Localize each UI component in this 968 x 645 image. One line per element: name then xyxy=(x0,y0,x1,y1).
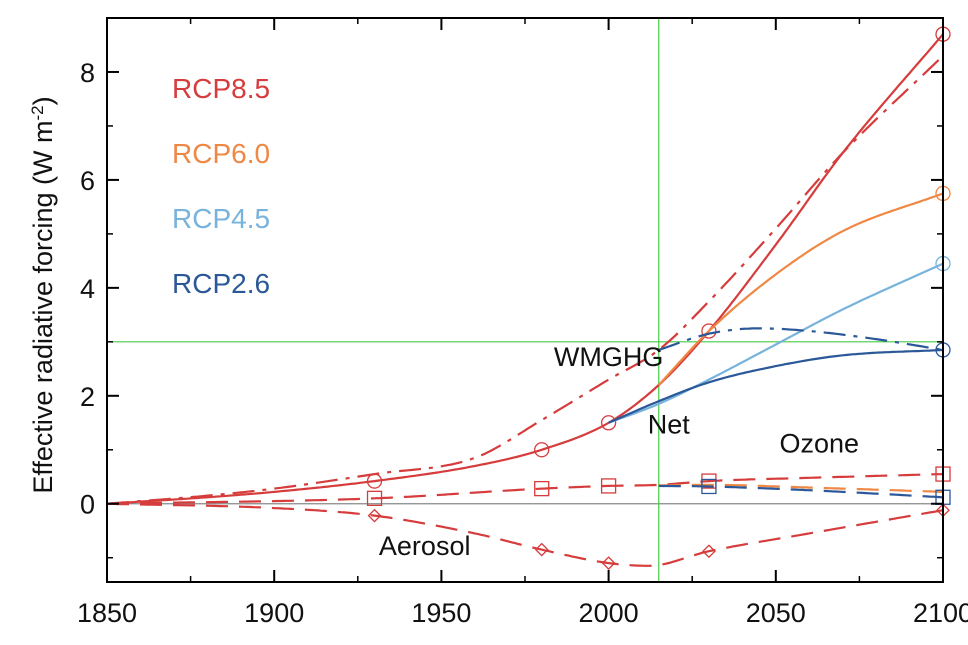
y-tick-label: 8 xyxy=(80,58,95,88)
marker-ozone-rcp2-6 xyxy=(701,478,717,495)
x-tick-label: 1950 xyxy=(411,598,471,628)
y-tick-label: 2 xyxy=(80,382,95,412)
y-tick-label: 6 xyxy=(80,166,95,196)
marker-ozone-rcp8-5 xyxy=(366,490,383,506)
annotation-ozone: Ozone xyxy=(779,428,859,458)
marker-ozone-rcp8-5 xyxy=(600,478,617,494)
series-wmghg-rcp2-6 xyxy=(658,327,944,351)
marker-net-rcp8-5 xyxy=(701,323,717,339)
series-net-rcp2-6 xyxy=(608,348,944,424)
series-ozone-rcp6-0 xyxy=(658,483,944,493)
series-net-rcp4-5 xyxy=(608,262,944,424)
series-wmghg-rcp8-5 xyxy=(106,55,944,505)
series-ozone-rcp8-5 xyxy=(107,473,944,505)
annotation-wmghg: WMGHG xyxy=(554,342,663,372)
legend-rcp60: RCP6.0 xyxy=(172,138,270,169)
marker-aerosol-rcp8-5 xyxy=(702,544,716,559)
series-aerosol-rcp8-5 xyxy=(106,502,944,567)
x-tick-label: 1900 xyxy=(244,598,304,628)
reference-lines xyxy=(107,18,943,582)
x-tick-label: 1850 xyxy=(77,598,137,628)
x-tick-label: 2000 xyxy=(579,598,639,628)
y-tick-label: 0 xyxy=(80,490,95,520)
series-net-rcp8-5 xyxy=(106,33,944,505)
y-tick-label: 4 xyxy=(80,274,95,304)
legend-rcp45: RCP4.5 xyxy=(172,203,270,234)
x-tick-label: 2100 xyxy=(913,598,968,628)
legend-rcp26: RCP2.6 xyxy=(172,268,270,299)
annotations: WMGHG Net Ozone Aerosol xyxy=(379,342,859,561)
marker-aerosol-rcp8-5 xyxy=(367,508,382,523)
legend-rcp85: RCP8.5 xyxy=(172,73,270,104)
marker-ozone-rcp8-5 xyxy=(534,480,550,497)
annotation-net: Net xyxy=(648,410,691,440)
y-axis-label: Effective radiative forcing (W m-2) xyxy=(28,96,59,493)
x-tick-label: 2050 xyxy=(746,598,806,628)
marker-net-rcp8-5 xyxy=(600,415,617,431)
series-ozone-rcp2-6 xyxy=(658,484,944,499)
legend: RCP8.5 RCP6.0 RCP4.5 RCP2.6 xyxy=(172,73,270,299)
axis-ticks: 1850 1900 1950 2000 2050 2100 0 2 4 6 8 xyxy=(77,17,968,628)
series-net-rcp6-0 xyxy=(657,192,944,386)
marker-net-rcp8-5 xyxy=(534,442,550,458)
marker-aerosol-rcp8-5 xyxy=(534,542,549,557)
marker-aerosol-rcp8-5 xyxy=(601,556,616,571)
annotation-aerosol: Aerosol xyxy=(379,531,471,561)
